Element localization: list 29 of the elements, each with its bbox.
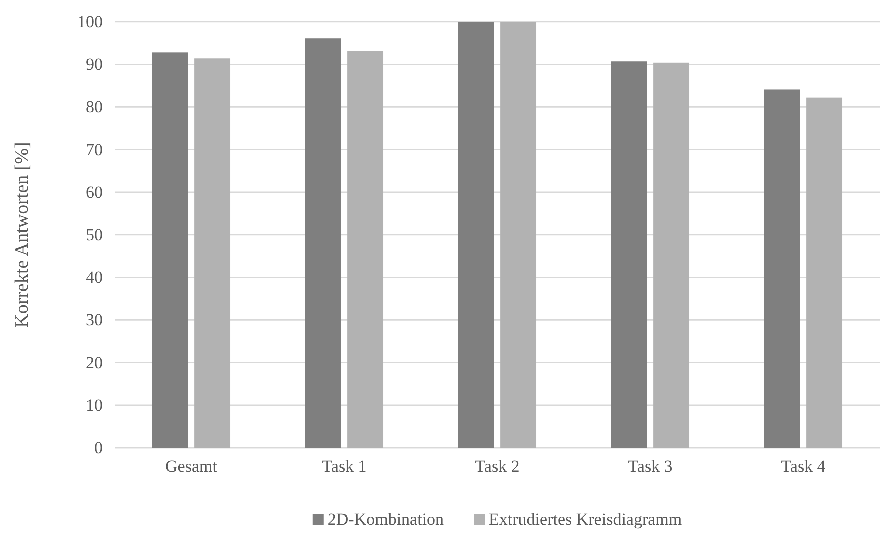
bar [654, 62, 690, 448]
bar [152, 52, 188, 448]
y-tick-label: 0 [94, 438, 103, 458]
legend-label: Extrudiertes Kreisdiagramm [489, 510, 682, 529]
y-axis-title: Korrekte Antworten [%] [12, 142, 33, 328]
y-tick-label: 100 [78, 12, 103, 32]
bar [611, 62, 648, 448]
y-tick-label: 50 [86, 225, 103, 244]
y-tick-label: 10 [86, 396, 103, 415]
x-tick-label: Gesamt [166, 457, 218, 476]
bar [764, 90, 800, 448]
x-tick-label: Task 1 [322, 457, 367, 476]
y-tick-label: 70 [86, 140, 103, 160]
x-tick-label: Task 2 [475, 457, 520, 476]
bar [458, 22, 494, 448]
y-tick-label: 80 [86, 98, 103, 117]
y-tick-label: 90 [86, 55, 103, 74]
legend-label: 2D-Kombination [328, 510, 445, 529]
x-tick-label: Task 3 [628, 457, 673, 476]
x-tick-label: Task 4 [781, 457, 826, 476]
bar [806, 98, 843, 448]
bar [305, 38, 342, 448]
y-tick-label: 20 [86, 353, 103, 372]
bar [194, 58, 231, 448]
bar [500, 22, 537, 448]
y-tick-label: 30 [86, 310, 103, 330]
bar [348, 51, 384, 448]
y-tick-label: 60 [86, 182, 103, 202]
y-tick-label: 40 [86, 268, 103, 288]
